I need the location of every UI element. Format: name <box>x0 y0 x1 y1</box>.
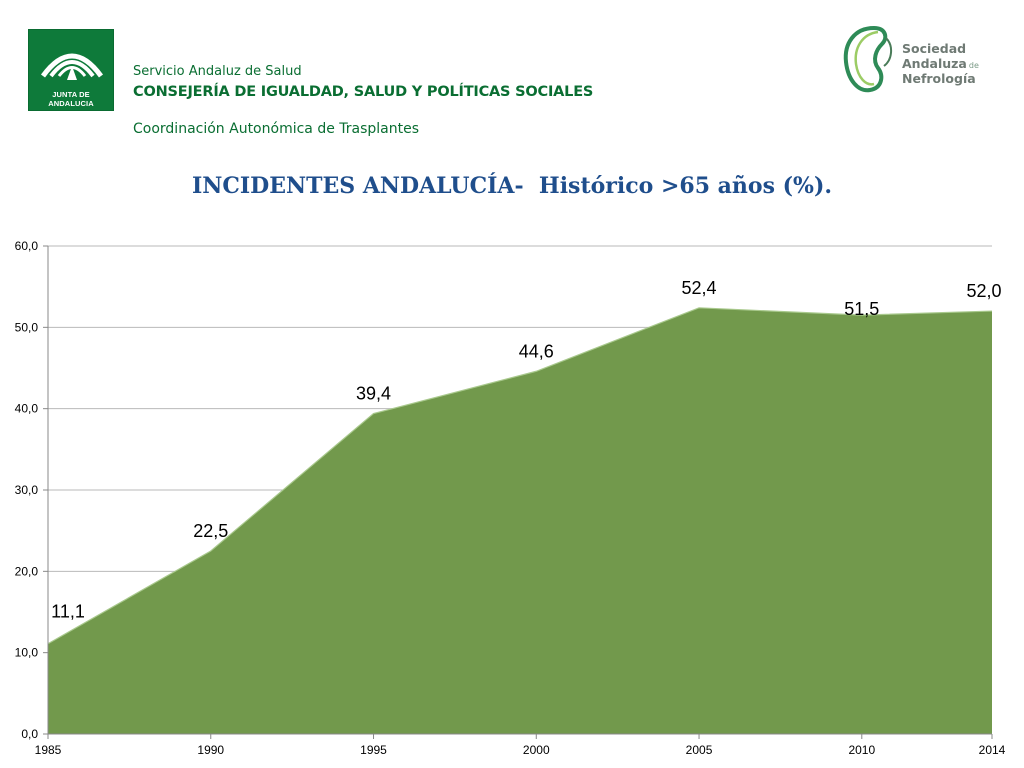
sociedad-nefrologia-logo: Sociedad Andaluza de Nefrología <box>840 20 1000 100</box>
y-tick-label: 50,0 <box>15 320 39 334</box>
data-label: 39,4 <box>356 384 391 404</box>
y-tick-label: 20,0 <box>15 564 39 578</box>
data-label: 44,6 <box>519 341 554 361</box>
junta-logo-text: JUNTA DE ANDALUCIA <box>48 90 94 108</box>
data-label: 52,4 <box>682 278 717 298</box>
area-series-edge <box>47 307 993 645</box>
chart-title: INCIDENTES ANDALUCÍA- Histórico >65 años… <box>191 173 833 199</box>
x-tick-label: 1990 <box>197 743 224 757</box>
ministry-name: CONSEJERÍA DE IGUALDAD, SALUD Y POLÍTICA… <box>133 84 594 100</box>
data-label: 52,0 <box>966 281 1001 301</box>
junta-de-andalucia-logo: JUNTA DE ANDALUCIA <box>28 29 114 111</box>
x-tick-label: 1985 <box>35 743 62 757</box>
society-name-line1: Sociedad <box>902 41 967 56</box>
coordination-name: Coordinación Autonómica de Trasplantes <box>133 121 420 137</box>
junta-arch-icon <box>40 53 104 80</box>
x-tick-label: 2014 <box>979 743 1006 757</box>
society-name-line2-suffix: de <box>968 61 979 70</box>
y-tick-label: 60,0 <box>15 239 39 253</box>
x-tick-label: 1995 <box>360 743 387 757</box>
area-series <box>48 307 992 734</box>
kidney-icon <box>843 25 892 93</box>
x-tick-label: 2010 <box>848 743 875 757</box>
y-tick-label: 10,0 <box>15 646 39 660</box>
x-tick-label: 2000 <box>523 743 550 757</box>
data-label: 22,5 <box>193 521 228 541</box>
service-name: Servicio Andaluz de Salud <box>133 64 302 79</box>
y-tick-label: 30,0 <box>15 483 39 497</box>
y-tick-label: 0,0 <box>21 727 38 741</box>
area-chart: 0,0 10,0 20,0 30,0 40,0 50,0 60,0 1985 1990 1995 2… <box>15 239 1006 757</box>
society-name-line3: Nefrología <box>902 71 976 86</box>
y-tick-label: 40,0 <box>15 402 39 416</box>
data-label: 11,1 <box>51 602 85 622</box>
data-label: 51,5 <box>844 299 879 319</box>
society-name-line2-main: Andaluza <box>902 56 967 71</box>
x-tick-label: 2005 <box>686 743 713 757</box>
society-name-line2: Andaluza de <box>902 56 979 71</box>
